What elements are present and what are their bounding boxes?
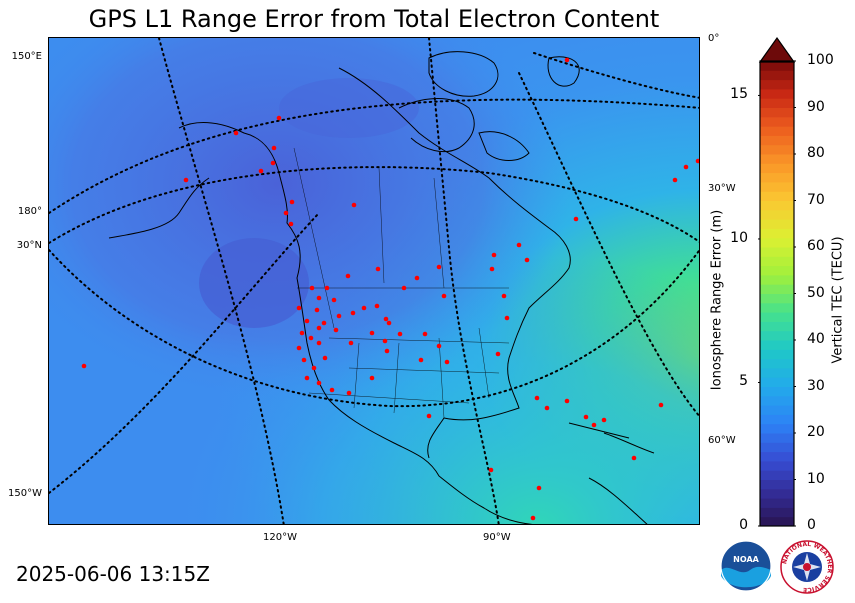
colorbar-band: [760, 470, 794, 480]
colorbar-band: [760, 200, 794, 211]
colorbar-band: [760, 349, 794, 360]
colorbar-band: [760, 414, 794, 425]
colorbar-band: [760, 395, 794, 406]
colorbar-extend-arrow: [758, 36, 796, 63]
colorbar-band: [760, 330, 794, 341]
borders: [293, 147, 510, 419]
nws-logo-icon: NATIONAL WEATHER SERVICE: [780, 540, 834, 594]
colorbar-band: [760, 237, 794, 248]
colorbar-band: [760, 265, 794, 276]
tec-tick-label: 30: [807, 377, 825, 394]
colorbar-band: [760, 70, 794, 81]
colorbar-band: [760, 340, 794, 350]
low-tec-region: [199, 238, 309, 328]
graticule: [49, 38, 699, 524]
tec-map: [48, 37, 700, 525]
colorbar-band: [760, 293, 794, 304]
noaa-logo-icon: NOAA: [720, 540, 772, 592]
lon-label-90w: 90°W: [483, 532, 511, 543]
tec-tick-label: 70: [807, 191, 825, 208]
tec-tick-label: 10: [807, 470, 825, 487]
lon-label-60w: 60°W: [708, 435, 736, 446]
svg-text:NOAA: NOAA: [733, 555, 759, 564]
range-error-axis-title: Ionosphere Range Error (m): [709, 209, 725, 391]
colorbar-band: [760, 61, 794, 71]
range-tick-label: 15: [730, 86, 748, 103]
colorbar-band: [760, 256, 794, 267]
colorbar-band: [760, 126, 794, 136]
colorbar-band: [760, 172, 794, 183]
colorbar-band: [760, 516, 794, 527]
colorbar-band: [760, 488, 794, 499]
colorbar-band: [760, 423, 794, 434]
colorbar-band: [760, 284, 794, 294]
lat-label-30n: 30°N: [16, 240, 42, 251]
colorbar-band: [760, 302, 794, 313]
tec-tick-label: 80: [807, 145, 825, 161]
tec-tick-label: 40: [807, 331, 825, 347]
colorbar-band: [760, 191, 794, 201]
tec-tick-label: 100: [807, 52, 834, 68]
tec-axis-title-wrap: Vertical TEC (TECU): [828, 180, 848, 420]
lon-label-30w: 30°W: [708, 183, 736, 194]
colorbar-band: [760, 460, 794, 471]
colorbar-band: [760, 479, 794, 490]
tec-tick-label: 0: [807, 517, 816, 533]
colorbar-band: [760, 321, 794, 332]
colorbar-band: [760, 154, 794, 164]
range-tick-label: 5: [739, 373, 748, 390]
lon-label-150w: 150°W: [8, 488, 42, 499]
colorbar-band: [760, 442, 794, 453]
colorbar-band: [760, 228, 794, 239]
map-title: GPS L1 Range Error from Total Electron C…: [88, 5, 660, 33]
colorbar-bands: [760, 61, 794, 527]
lon-label-0: 0°: [708, 33, 720, 44]
tec-tick-label: 90: [807, 98, 825, 115]
colorbar-band: [760, 209, 794, 220]
tec-tick-label: 60: [807, 238, 825, 254]
timestamp: 2025-06-06 13:15Z: [16, 562, 210, 586]
range-error-axis-title-wrap: Ionosphere Range Error (m): [707, 180, 727, 420]
colorbar-band: [760, 433, 794, 443]
tec-axis-title: Vertical TEC (TECU): [830, 236, 846, 364]
colorbar-band: [760, 181, 794, 192]
colorbar-band: [760, 507, 794, 518]
colorbar-band: [760, 98, 794, 108]
colorbar-band: [760, 405, 794, 415]
coastlines: [108, 51, 655, 524]
colorbar-band: [760, 451, 794, 462]
tec-tick-label: 20: [807, 424, 825, 440]
lon-label-180: 180°: [17, 206, 42, 217]
colorbar-band: [760, 144, 794, 155]
range-tick-label: 10: [730, 229, 748, 246]
colorbar-band: [760, 116, 794, 127]
colorbar-band: [760, 498, 794, 508]
lon-label-120w: 120°W: [263, 532, 297, 543]
lon-label-150e: 150°E: [11, 51, 42, 62]
range-tick-label: 0: [739, 517, 748, 533]
colorbar-band: [760, 219, 794, 229]
tec-colorbar: [758, 36, 796, 527]
colorbar-band: [760, 274, 794, 285]
colorbar-band: [760, 358, 794, 369]
colorbar-band: [760, 163, 794, 174]
tec-map-svg: [49, 38, 699, 524]
tec-tick-label: 50: [807, 284, 825, 301]
colorbar-band: [760, 79, 794, 90]
colorbar-band: [760, 377, 794, 387]
colorbar-band: [760, 386, 794, 397]
colorbar-band: [760, 367, 794, 378]
colorbar-band: [760, 312, 794, 322]
colorbar-band: [760, 88, 794, 99]
colorbar-band: [760, 107, 794, 118]
colorbar-band: [760, 247, 794, 257]
station-markers: [81, 57, 699, 521]
colorbar-band: [760, 135, 794, 146]
